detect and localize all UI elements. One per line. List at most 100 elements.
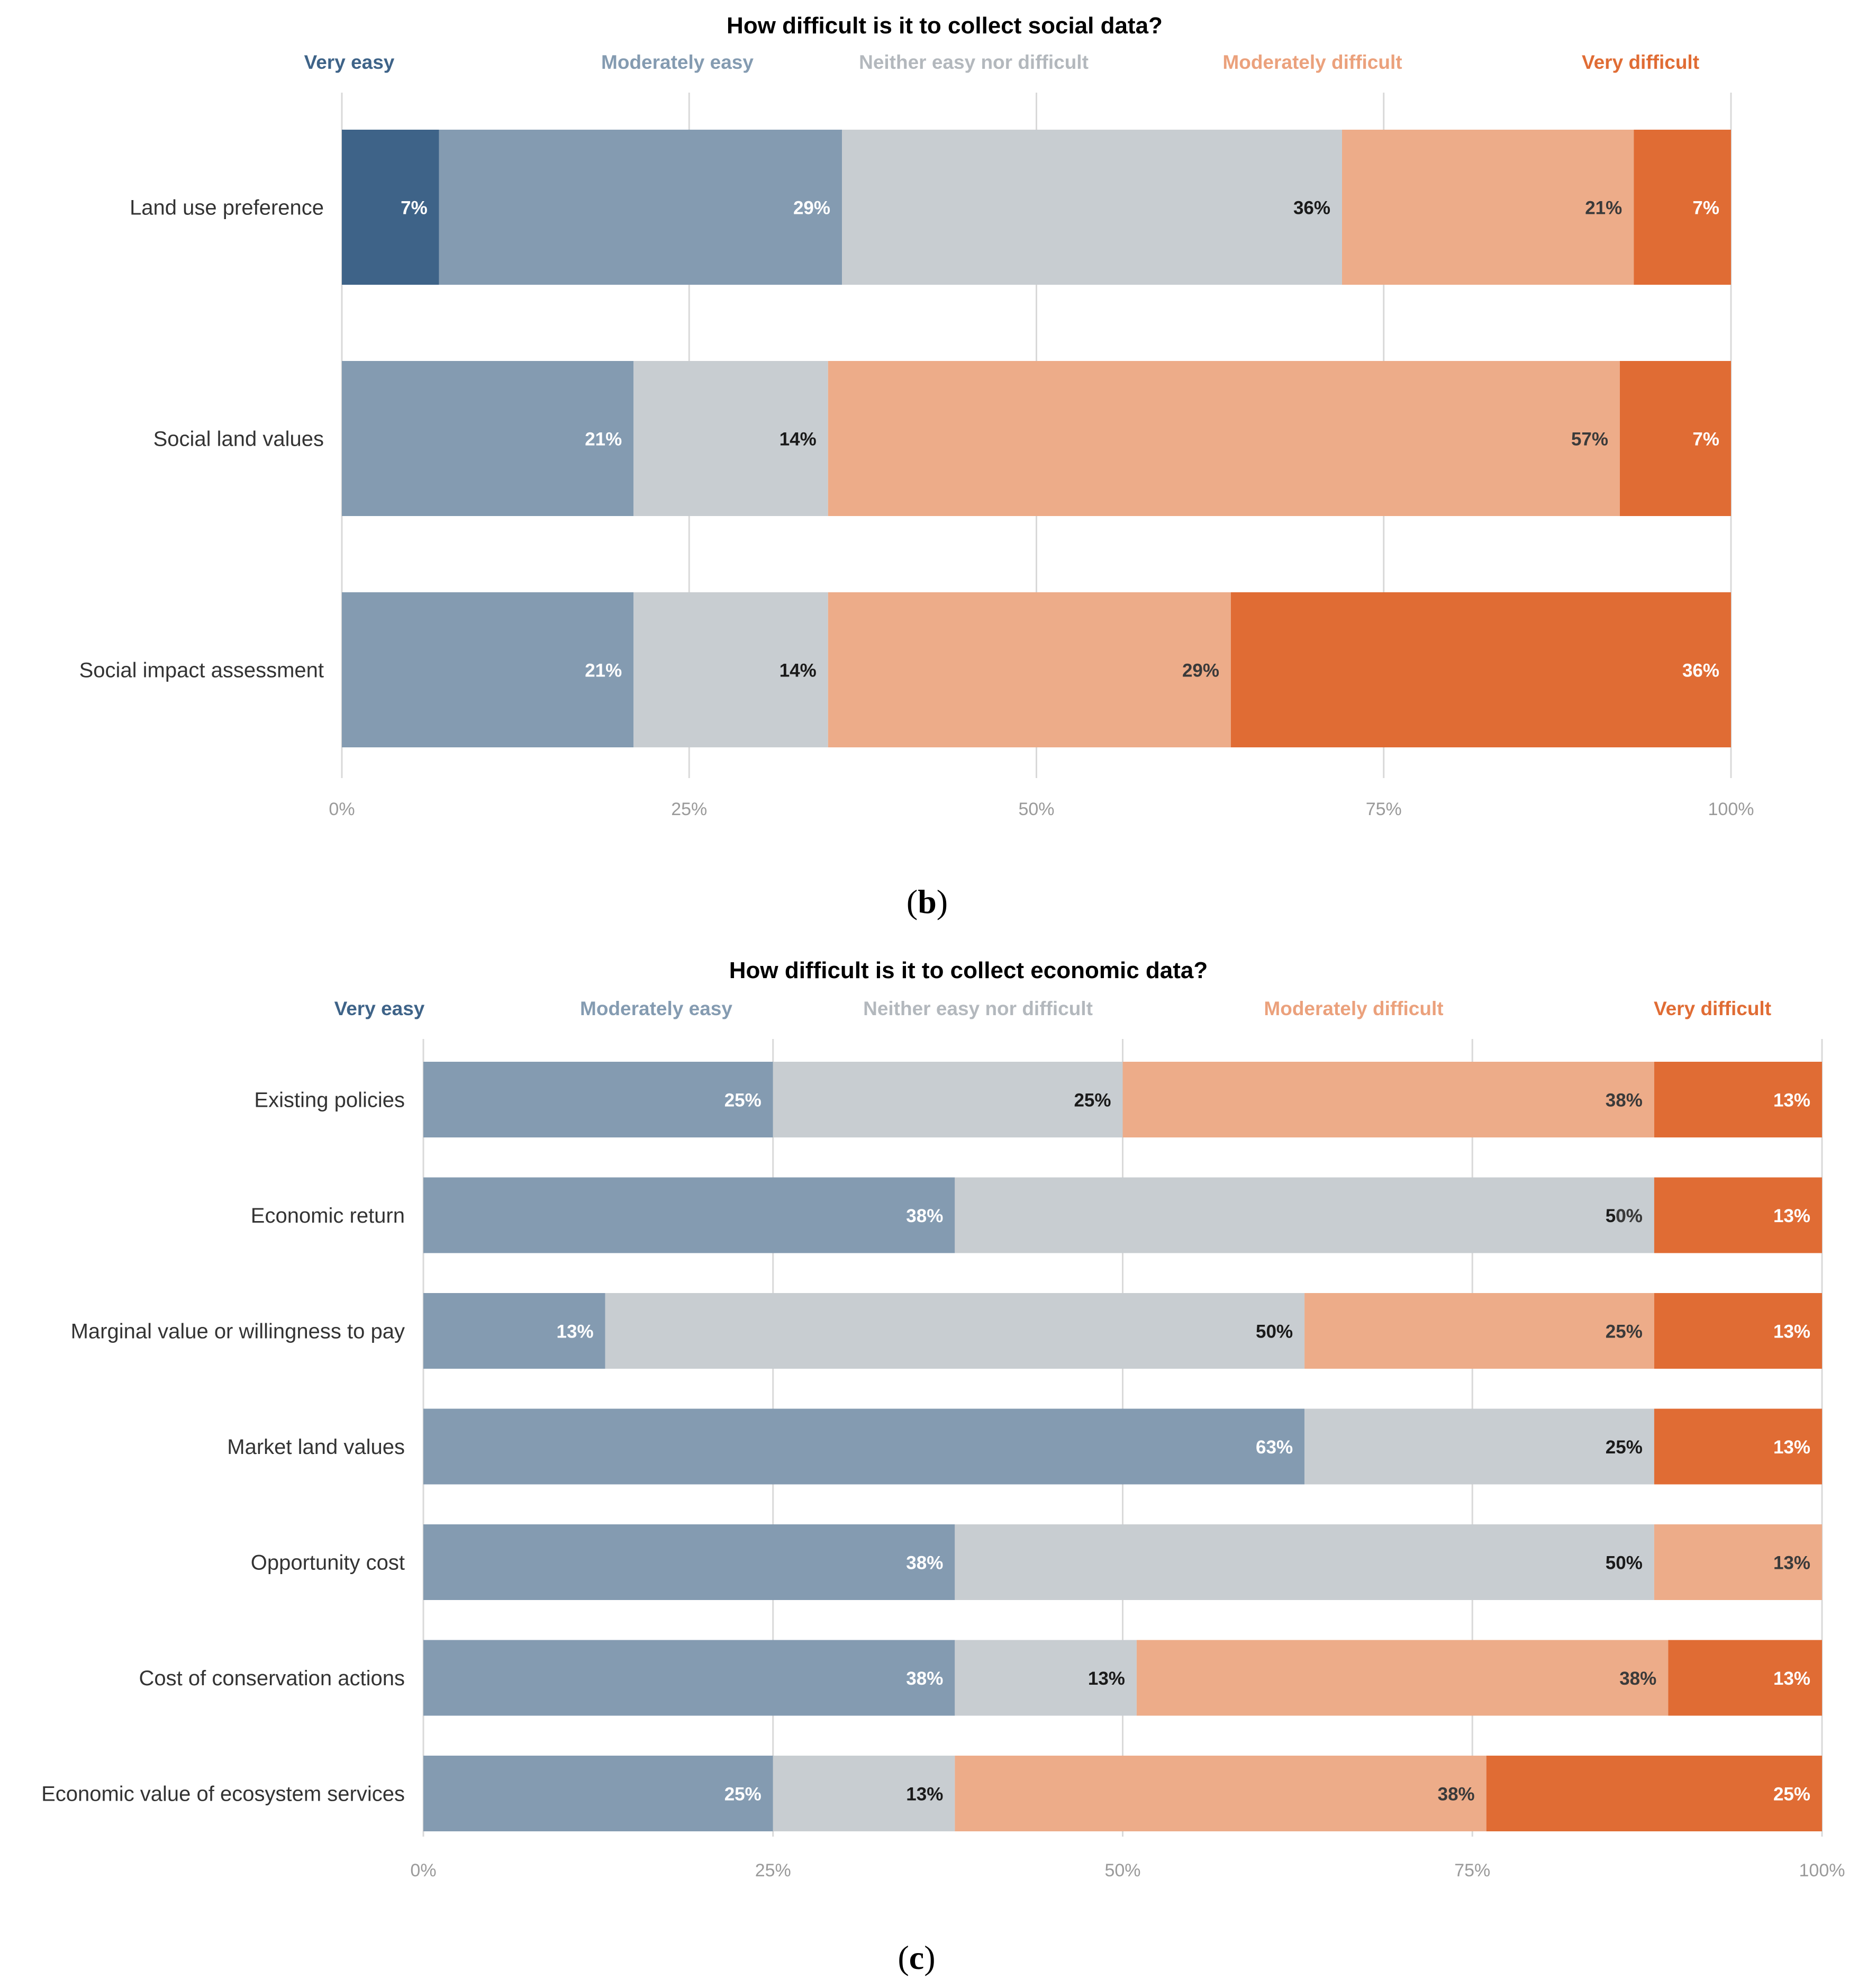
data-label: 21%: [585, 661, 622, 681]
bar-segment-moderately-easy: [342, 361, 634, 516]
x-tick-label: 0%: [410, 1860, 436, 1881]
bar-segment-moderately-difficult: [828, 361, 1620, 516]
legend-item-moderately-easy: Moderately easy: [601, 51, 754, 73]
legend-item-moderately-difficult: Moderately difficult: [1222, 51, 1402, 73]
data-label: 21%: [585, 429, 622, 450]
data-label: 25%: [724, 1784, 762, 1805]
bar-segment-moderately-easy: [423, 1408, 1305, 1485]
category-label: Economic value of ecosystem services: [41, 1783, 405, 1806]
panel-label-letter: c: [909, 1939, 924, 1976]
bar-segment-moderately-easy: [439, 130, 842, 285]
data-label: 14%: [780, 661, 817, 681]
data-label: 14%: [780, 429, 817, 450]
bar-segment-neither-easy-nor-difficult: [633, 361, 828, 516]
bar-segment-neither-easy-nor-difficult: [955, 1177, 1654, 1253]
bar-segment-neither-easy-nor-difficult: [842, 130, 1342, 285]
data-label: 25%: [1773, 1784, 1810, 1805]
bar-segment-moderately-easy: [342, 592, 634, 747]
legend-item-very-easy: Very easy: [334, 998, 425, 1019]
data-label: 38%: [1606, 1090, 1643, 1111]
data-label: 38%: [1438, 1784, 1475, 1805]
data-label: 13%: [1088, 1668, 1125, 1689]
legend-item-very-difficult: Very difficult: [1654, 998, 1771, 1019]
data-label: 13%: [557, 1322, 594, 1342]
data-label: 36%: [1682, 661, 1719, 681]
panel-c-economic-data-chart: How difficult is it to collect economic …: [41, 957, 1845, 1976]
data-label: 50%: [1606, 1553, 1643, 1574]
data-label: 21%: [1585, 198, 1622, 219]
bar-segment-very-difficult: [1654, 1062, 1822, 1137]
bar-segment-neither-easy-nor-difficult: [605, 1293, 1305, 1369]
data-label: 38%: [1619, 1668, 1656, 1689]
category-label: Existing policies: [254, 1089, 405, 1112]
data-label: 25%: [1074, 1090, 1111, 1111]
legend-item-very-easy: Very easy: [304, 51, 395, 73]
data-label: 25%: [1606, 1322, 1643, 1342]
data-label: 7%: [1692, 429, 1719, 450]
panel-label: (b): [907, 883, 948, 920]
data-label: 25%: [724, 1090, 762, 1111]
bar-segment-moderately-easy: [423, 1293, 605, 1369]
data-label: 63%: [1256, 1437, 1293, 1458]
bar-segment-moderately-difficult: [1304, 1293, 1654, 1369]
data-label: 7%: [1692, 198, 1719, 219]
bar-segment-moderately-easy: [423, 1524, 955, 1600]
data-label: 38%: [906, 1206, 943, 1226]
bar-segment-moderately-difficult: [1654, 1524, 1822, 1600]
bar-segment-neither-easy-nor-difficult: [955, 1640, 1137, 1716]
data-label: 13%: [906, 1784, 943, 1805]
x-tick-label: 25%: [755, 1860, 791, 1881]
category-label: Market land values: [227, 1435, 405, 1459]
bar-segment-moderately-difficult: [1136, 1640, 1669, 1716]
chart-title: How difficult is it to collect social da…: [727, 13, 1163, 39]
x-tick-label: 0%: [329, 799, 355, 819]
chart-title: How difficult is it to collect economic …: [729, 957, 1208, 983]
x-tick-label: 100%: [1708, 799, 1754, 819]
bar-segment-neither-easy-nor-difficult: [955, 1524, 1654, 1600]
bar-segment-very-easy: [342, 130, 439, 285]
bar-segment-very-difficult: [1620, 361, 1731, 516]
x-tick-label: 75%: [1454, 1860, 1490, 1881]
x-tick-label: 100%: [1799, 1860, 1845, 1881]
x-tick-label: 75%: [1366, 799, 1402, 819]
legend-item-very-difficult: Very difficult: [1582, 51, 1699, 73]
bar-segment-very-difficult: [1486, 1756, 1822, 1831]
bar-segment-moderately-easy: [423, 1062, 773, 1137]
data-label: 29%: [1182, 661, 1219, 681]
x-tick-label: 25%: [671, 799, 707, 819]
data-label: 36%: [1293, 198, 1330, 219]
data-label: 7%: [401, 198, 428, 219]
data-label: 38%: [906, 1553, 943, 1574]
x-tick-label: 50%: [1018, 799, 1054, 819]
bar-segment-very-difficult: [1231, 592, 1731, 747]
data-label: 13%: [1773, 1668, 1810, 1689]
data-label: 57%: [1571, 429, 1608, 450]
data-label: 38%: [906, 1668, 943, 1689]
data-label: 13%: [1773, 1553, 1810, 1574]
bar-segment-very-difficult: [1654, 1177, 1822, 1253]
bar-segment-moderately-difficult: [955, 1756, 1487, 1831]
category-label: Land use preference: [130, 196, 324, 220]
category-label: Social impact assessment: [79, 659, 324, 682]
data-label: 0%: [1616, 1206, 1643, 1226]
bar-segment-very-difficult: [1668, 1640, 1822, 1716]
category-label: Marginal value or willingness to pay: [71, 1320, 405, 1343]
bar-segment-neither-easy-nor-difficult: [773, 1756, 955, 1831]
data-label: 25%: [1606, 1437, 1643, 1458]
bar-segment-very-difficult: [1654, 1408, 1822, 1485]
category-label: Social land values: [153, 428, 324, 451]
category-label: Opportunity cost: [251, 1551, 405, 1575]
panel-label-letter: b: [918, 883, 937, 920]
data-label: 13%: [1773, 1322, 1810, 1342]
bar-segment-neither-easy-nor-difficult: [633, 592, 828, 747]
bar-segment-moderately-easy: [423, 1640, 955, 1716]
category-label: Economic return: [251, 1204, 405, 1227]
legend-item-moderately-difficult: Moderately difficult: [1264, 998, 1443, 1019]
legend-item-neither-easy-nor-difficult: Neither easy nor difficult: [863, 998, 1093, 1019]
data-label: 13%: [1773, 1437, 1810, 1458]
legend-item-neither-easy-nor-difficult: Neither easy nor difficult: [859, 51, 1089, 73]
data-label: 50%: [1606, 1206, 1643, 1226]
bar-segment-very-difficult: [1654, 1293, 1822, 1369]
bar-segment-moderately-difficult: [1122, 1062, 1654, 1137]
